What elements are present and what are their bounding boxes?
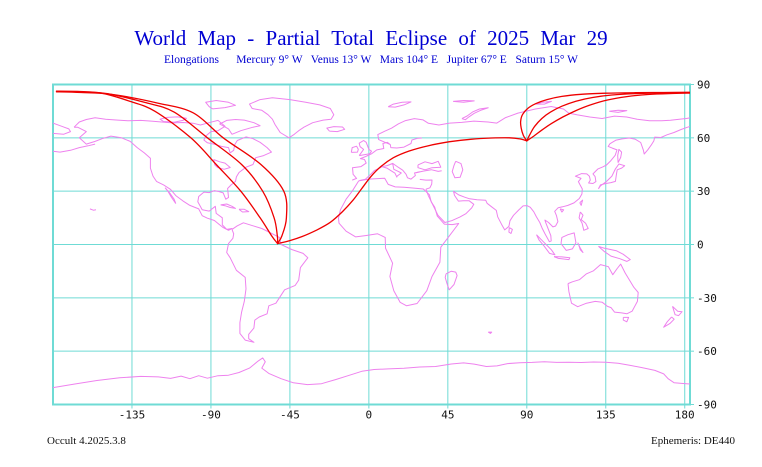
coastline-uk xyxy=(358,140,372,157)
coastline-philippines xyxy=(578,211,589,231)
coastline-iceland xyxy=(326,126,346,133)
x-tick-label: -135 xyxy=(119,409,146,422)
eclipse-limit-west_curve_c xyxy=(55,91,288,245)
coastline-madagascar xyxy=(444,270,458,291)
coastline-greenland xyxy=(249,97,335,139)
eclipse-limit-east_curve_a xyxy=(519,91,690,142)
coastline-asia_main xyxy=(425,126,690,243)
coastline-hawaii xyxy=(89,208,97,211)
coastline-franz_josef xyxy=(453,100,475,103)
y-tick-label: -90 xyxy=(697,399,717,412)
coastline-sumatra xyxy=(536,234,556,256)
eclipse-limit-west_curve_b xyxy=(55,90,279,245)
coastline-australia xyxy=(567,263,639,315)
x-tick-label: 135 xyxy=(596,409,616,422)
coastline-italy xyxy=(381,162,402,178)
x-tick-label: 0 xyxy=(366,409,373,422)
coastline-southamerica xyxy=(226,222,309,343)
eclipse-limit-east_curve_c xyxy=(526,92,690,142)
eclipse-curves-layer xyxy=(55,90,690,245)
coastline-anatolia_north xyxy=(415,169,442,174)
y-tick-label: -60 xyxy=(697,345,717,358)
coastline-tasmania xyxy=(622,316,630,323)
coastline-blacksea xyxy=(417,160,442,171)
eclipse-limit-east_curve_b xyxy=(526,92,690,142)
y-tick-label: 90 xyxy=(697,79,710,92)
coastline-hainan xyxy=(559,208,565,213)
coastline-baja xyxy=(164,187,177,204)
x-tick-label: -90 xyxy=(201,409,221,422)
x-tick-label: 45 xyxy=(441,409,454,422)
coastline-adriatic_greece xyxy=(392,162,420,180)
coastline-svalbard xyxy=(387,101,412,108)
coastline-russia_north xyxy=(449,106,690,124)
x-tick-label: 90 xyxy=(520,409,533,422)
coastline-baffin xyxy=(219,119,261,135)
coastline-cuba xyxy=(220,203,236,209)
y-tick-label: 30 xyxy=(697,185,710,198)
coastline-chukotka_west xyxy=(53,122,71,135)
eclipse-limit-central_connector xyxy=(276,137,528,245)
coastline-taiwan xyxy=(579,199,584,206)
coastline-nz_north xyxy=(672,306,683,317)
coastline-turkey_levant xyxy=(419,178,433,190)
x-tick-label: -45 xyxy=(280,409,300,422)
coastline-borneo xyxy=(560,232,577,251)
axis-labels-layer: -135 -90 -45 0 45 90 135 180 90 60 30 0 -30 -60 -90 xyxy=(119,79,717,422)
coastline-ellesmere xyxy=(205,100,236,110)
graticule-grid xyxy=(52,83,694,409)
coastline-caspian xyxy=(451,160,464,179)
coastline-northamerica xyxy=(73,117,272,231)
x-tick-label: 180 xyxy=(675,409,695,422)
coastline-newguinea xyxy=(598,245,631,262)
coastline-novaya_zemlya xyxy=(461,107,489,121)
coastline-java xyxy=(553,256,571,261)
coastline-sulawesi xyxy=(577,242,584,253)
coastline-kerguelen xyxy=(487,331,493,334)
coastline-scandinavia xyxy=(377,118,450,146)
coastline-layer xyxy=(53,97,690,389)
elongations-subtitle: Elongations Mercury 9° W Venus 13° W Mar… xyxy=(164,54,578,66)
coastline-severnaya xyxy=(535,100,552,105)
coastline-aleutians xyxy=(53,143,96,153)
coastline-new_siberian xyxy=(609,109,628,113)
y-tick-label: 60 xyxy=(697,132,710,145)
y-tick-label: -30 xyxy=(697,292,717,305)
coastline-sakhalin xyxy=(617,148,623,163)
y-tick-label: 0 xyxy=(697,239,704,252)
coastline-europe_west xyxy=(352,137,422,181)
coastline-ireland xyxy=(350,145,359,153)
coastline-sri_lanka xyxy=(508,227,513,234)
software-version-label: Occult 4.2025.3.8 xyxy=(47,435,126,447)
coastline-nz_south xyxy=(663,316,675,328)
coastline-antarctica xyxy=(53,357,690,389)
coastline-greatlakes xyxy=(213,159,231,170)
coastline-japan xyxy=(597,163,626,190)
coastline-africa xyxy=(338,177,460,307)
coastline-hispaniola xyxy=(238,208,250,213)
ephemeris-label: Ephemeris: DE440 xyxy=(650,435,735,447)
page-title: World Map - Partial Total Eclipse of 202… xyxy=(134,26,608,50)
